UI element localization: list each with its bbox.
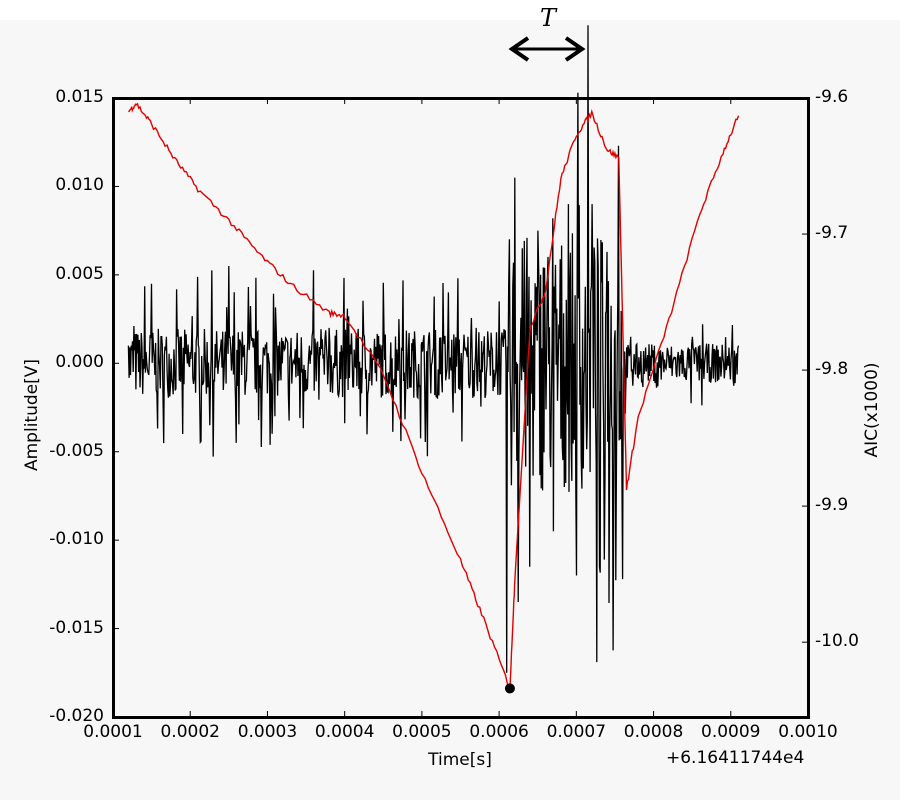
y-tick-label: -0.020 xyxy=(49,706,104,726)
figure-background xyxy=(0,20,900,800)
y-tick-label: 0.010 xyxy=(55,175,104,196)
t-window-label: T xyxy=(540,4,557,32)
y2-tick-label: -9.9 xyxy=(815,495,849,516)
t-window-arrow-icon xyxy=(508,36,586,62)
y2-tick-label: -10.0 xyxy=(815,631,859,652)
x-tick-label: 0.0009 xyxy=(701,722,761,742)
y2-axis-label: AIC(x1000) xyxy=(862,362,882,458)
x-tick-label: 0.0002 xyxy=(160,722,220,742)
y-axis-label: Amplitude[V] xyxy=(22,358,42,472)
x-axis-label: Time[s] xyxy=(428,750,492,770)
aic-minimum-marker xyxy=(504,683,515,694)
x-tick-label: 0.0004 xyxy=(314,722,375,742)
y-tick-label: -0.005 xyxy=(49,440,104,461)
y-tick-label: 0.000 xyxy=(55,352,104,373)
plot-area xyxy=(112,97,810,719)
y2-tick-label: -9.6 xyxy=(815,87,849,107)
x-tick-label: 0.0001 xyxy=(83,722,143,742)
y2-tick-label: -9.7 xyxy=(815,223,849,244)
y-tick-label: 0.005 xyxy=(55,263,104,284)
y2-tick-label: -9.8 xyxy=(815,359,849,380)
x-tick-label: 0.0003 xyxy=(237,722,298,742)
x-tick-label: 0.0008 xyxy=(623,722,684,742)
aic-line xyxy=(128,102,740,691)
waveform-line xyxy=(127,25,740,673)
y-tick-label: -0.015 xyxy=(49,617,104,638)
y-tick-label: -0.010 xyxy=(49,529,104,550)
x-tick-label: 0.0010 xyxy=(778,722,838,742)
x-tick-label: 0.0006 xyxy=(469,722,529,742)
x-tick-label: 0.0005 xyxy=(392,722,452,742)
x-tick-label: 0.0007 xyxy=(546,722,607,742)
y-tick-label: 0.015 xyxy=(55,87,104,107)
x-axis-offset-label: +6.16411744e4 xyxy=(666,748,805,768)
